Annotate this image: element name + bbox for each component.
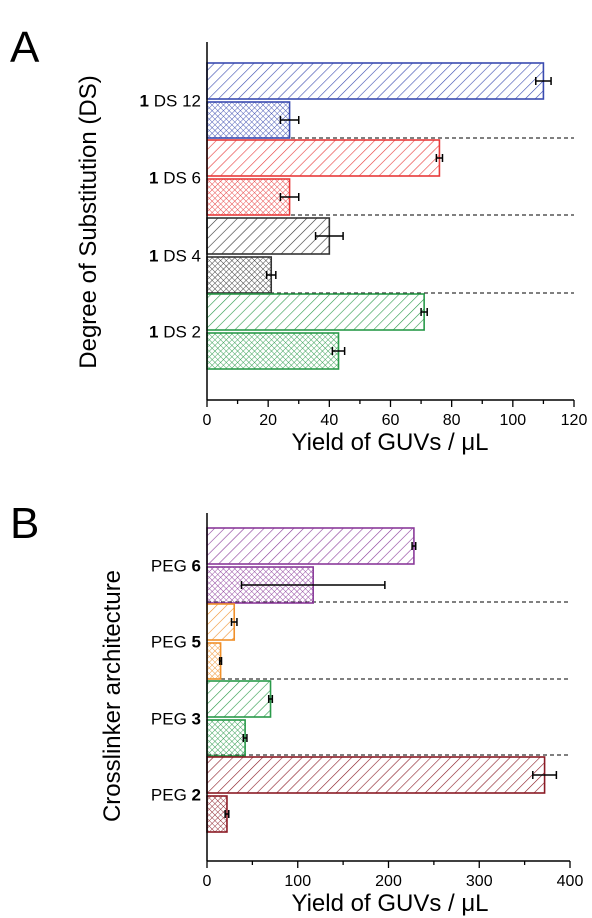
panel-a-y-axis-title: Degree of Substitution (DS) xyxy=(75,75,102,368)
error-bar xyxy=(240,581,386,589)
bar xyxy=(206,719,246,757)
bar xyxy=(206,101,291,139)
x-tick-label: 400 xyxy=(557,873,584,890)
bar xyxy=(206,178,291,216)
category-label: 1 DS 6 xyxy=(149,169,201,188)
panel-b: B PEG 6 PEG 5 PEG 3 PEG 2 0 100 200 300 400 Yiel… xyxy=(10,499,583,917)
x-tick-label: 100 xyxy=(284,873,311,890)
bar xyxy=(206,217,331,255)
x-tick-label: 200 xyxy=(375,873,402,890)
bar xyxy=(206,527,415,565)
error-bar xyxy=(535,77,552,85)
category-label: PEG 3 xyxy=(151,710,201,729)
bar xyxy=(206,603,236,641)
x-tick-label: 20 xyxy=(259,412,277,429)
error-bar xyxy=(411,542,417,550)
category-label: PEG 6 xyxy=(151,557,201,576)
panel-a-letter: A xyxy=(10,23,40,72)
error-bar xyxy=(279,193,300,201)
category-label: PEG 2 xyxy=(151,786,201,805)
error-bar xyxy=(532,771,558,779)
category-label: 1 DS 4 xyxy=(149,247,201,266)
bar xyxy=(206,756,546,794)
category-label: 1 DS 12 xyxy=(140,92,201,111)
error-bar xyxy=(279,116,300,124)
bar xyxy=(206,332,340,370)
panel-b-letter: B xyxy=(10,499,39,548)
error-bar xyxy=(224,810,230,818)
panel-a-plot: 1 DS 12 1 DS 6 1 DS 4 1 DS 2 0 20 40 60 80 100 120 xyxy=(140,42,588,429)
bar xyxy=(206,680,272,718)
x-tick-label: 120 xyxy=(561,412,588,429)
x-tick-label: 80 xyxy=(443,412,461,429)
panel-a-x-axis-title: Yield of GUVs / μL xyxy=(291,429,488,456)
x-tick-label: 40 xyxy=(320,412,338,429)
error-bar xyxy=(314,232,344,240)
x-tick-label: 0 xyxy=(203,412,212,429)
panel-b-x-axis-title: Yield of GUVs / μL xyxy=(291,890,488,917)
panel-b-y-axis-title: Crosslinker architecture xyxy=(99,570,126,822)
bar xyxy=(206,293,425,331)
panel-a: A 1 DS 121 DS 61 DS 41 DS 20 20 40 60 80 100 1… xyxy=(10,23,587,456)
bar xyxy=(206,642,222,680)
category-label: PEG 5 xyxy=(151,633,201,652)
error-bar xyxy=(420,308,428,316)
error-bar xyxy=(267,695,274,703)
x-tick-label: 100 xyxy=(499,412,526,429)
error-bar xyxy=(265,271,277,279)
x-tick-label: 60 xyxy=(382,412,400,429)
error-bar xyxy=(331,347,346,355)
bar xyxy=(206,139,441,177)
error-bar xyxy=(218,657,223,665)
error-bar xyxy=(242,734,248,742)
error-bar xyxy=(435,154,444,162)
bar xyxy=(206,256,273,294)
bar xyxy=(206,62,545,100)
x-tick-label: 0 xyxy=(203,873,212,890)
category-label: 1 DS 2 xyxy=(149,323,201,342)
panel-b-plot: PEG 6 PEG 5 PEG 3 PEG 2 0 100 200 300 400 xyxy=(151,513,584,890)
error-bar xyxy=(230,618,238,626)
x-tick-label: 300 xyxy=(466,873,493,890)
bar xyxy=(206,795,228,833)
